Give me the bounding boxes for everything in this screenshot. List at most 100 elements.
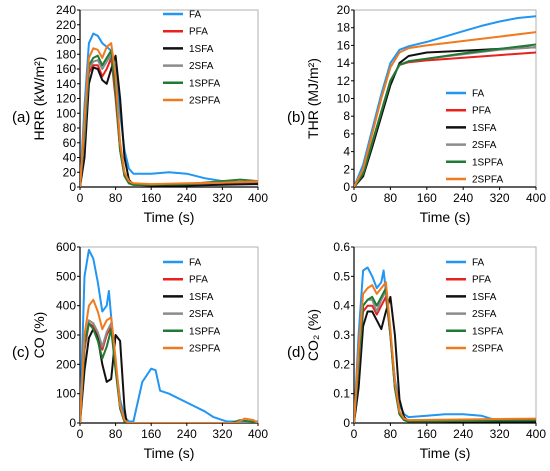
panel-label: (a) [12, 109, 30, 126]
legend-label: FA [472, 89, 485, 100]
series-group [80, 248, 258, 423]
legend-label: 1SPFA [472, 326, 503, 337]
panel-c-co-chart: (c) 0 100 200 300 400 500 600 0 80 160 240 320 400 Tim… [12, 240, 268, 461]
x-tick-label: 400 [248, 191, 268, 205]
x-axis-label: Time (s) [144, 445, 195, 461]
y-tick-label: 220 [56, 18, 76, 32]
x-tick-label: 80 [384, 427, 398, 441]
x-tick-label: 400 [526, 191, 546, 205]
y-tick-label: 0 [343, 416, 350, 430]
y-tick-label: 0.4 [333, 299, 350, 313]
y-tick-label: 300 [56, 328, 76, 342]
legend-label: 1SPFA [472, 157, 503, 168]
x-tick-label: 320 [212, 191, 232, 205]
y-tick-label: 6 [343, 127, 350, 141]
y-tick-label: 200 [56, 33, 76, 47]
series-line-fa [80, 248, 258, 423]
legend-label: FA [189, 10, 202, 21]
x-tick-label: 0 [351, 191, 358, 205]
y-tick-label: 14 [337, 56, 351, 70]
series-line-1sfa [354, 46, 536, 187]
x-tick-label: 400 [248, 427, 268, 441]
y-tick-label: 12 [337, 74, 351, 88]
y-tick-label: 0 [69, 180, 76, 194]
x-tick-label: 320 [212, 427, 232, 441]
y-tick-label: 0.6 [333, 240, 350, 254]
x-axis-label: Time (s) [420, 209, 471, 225]
y-tick-label: 10 [337, 92, 351, 106]
x-tick-label: 320 [490, 427, 510, 441]
y-tick-label: 180 [56, 47, 76, 61]
y-tick-label: 0.1 [333, 387, 350, 401]
series-line-2spfa [354, 281, 536, 423]
legend-label: 2SFA [189, 61, 214, 72]
y-axis-label: HRR (kW/m²) [31, 57, 47, 141]
y-tick-label: 0.5 [333, 269, 350, 283]
y-tick-label: 40 [63, 151, 77, 165]
legend-label: 1SPFA [189, 78, 220, 89]
series-line-2spfa [80, 42, 258, 187]
y-tick-label: 18 [337, 21, 351, 35]
y-tick-label: 600 [56, 240, 76, 254]
y-tick-label: 140 [56, 77, 76, 91]
legend-label: FA [189, 258, 202, 269]
series-line-2spfa [354, 31, 536, 187]
x-tick-label: 160 [417, 191, 437, 205]
x-tick-label: 80 [109, 191, 123, 205]
x-tick-label: 160 [417, 427, 437, 441]
legend: FA PFA 1SFA 2SFA 1SPFA 2SPFA [163, 10, 220, 107]
x-axis-label: Time (s) [144, 209, 195, 225]
y-tick-label: 400 [56, 299, 76, 313]
legend-label: 2SFA [189, 309, 214, 320]
series-line-2spfa [80, 298, 258, 423]
y-tick-label: 160 [56, 62, 76, 76]
y-tick-label: 0 [69, 416, 76, 430]
x-tick-label: 80 [109, 427, 123, 441]
y-tick-label: 0.2 [333, 357, 350, 371]
panel-label: (b) [287, 109, 305, 126]
y-tick-label: 200 [56, 357, 76, 371]
legend-label: 1SFA [189, 44, 214, 55]
legend-label: 1SFA [472, 292, 497, 303]
series-group [80, 32, 258, 187]
legend: FA PFA 1SFA 2SFA 1SPFA 2SPFA [446, 89, 503, 186]
y-tick-label: 2 [343, 162, 350, 176]
x-tick-label: 160 [141, 427, 161, 441]
panel-label: (d) [287, 344, 305, 361]
legend-label: 2SPFA [472, 175, 503, 186]
legend-label: PFA [472, 106, 491, 117]
legend-label: 2SPFA [189, 96, 220, 107]
x-tick-label: 240 [177, 427, 197, 441]
y-tick-label: 0 [343, 180, 350, 194]
series-line-1spfa [80, 322, 258, 423]
x-tick-label: 320 [490, 191, 510, 205]
y-axis-label: CO₂ (%) [305, 309, 321, 361]
legend-label: 2SFA [472, 140, 497, 151]
legend: FA PFA 1SFA 2SFA 1SPFA 2SPFA [446, 258, 503, 355]
y-tick-label: 100 [56, 387, 76, 401]
y-tick-label: 0.3 [333, 328, 350, 342]
y-tick-label: 80 [63, 121, 77, 135]
legend-label: 1SFA [472, 123, 497, 134]
legend-label: FA [472, 258, 485, 269]
x-tick-label: 160 [141, 191, 161, 205]
legend-label: PFA [189, 275, 208, 286]
x-tick-label: 0 [351, 427, 358, 441]
y-tick-label: 20 [63, 165, 77, 179]
y-tick-label: 500 [56, 269, 76, 283]
x-axis-label: Time (s) [420, 445, 471, 461]
legend-label: 2SPFA [189, 344, 220, 355]
y-axis-label: CO (%) [31, 312, 47, 359]
series-group [354, 266, 536, 423]
panel-b-thr-chart: (b) 0 2 4 6 8 10 12 14 16 18 20 0 80 160 240 320 400 Time … [287, 3, 546, 225]
x-tick-label: 80 [384, 191, 398, 205]
legend-label: 1SPFA [189, 326, 220, 337]
y-tick-label: 100 [56, 106, 76, 120]
y-axis-label: THR (MJ/m²) [305, 58, 321, 139]
x-tick-label: 240 [453, 427, 473, 441]
panel-d-co2-chart: (d) 0 0.1 0.2 0.3 0.4 0.5 0.6 0 80 160 240 320 400 Tim… [287, 240, 546, 461]
panel-label: (c) [12, 344, 30, 361]
series-line-1sfa [80, 328, 258, 423]
